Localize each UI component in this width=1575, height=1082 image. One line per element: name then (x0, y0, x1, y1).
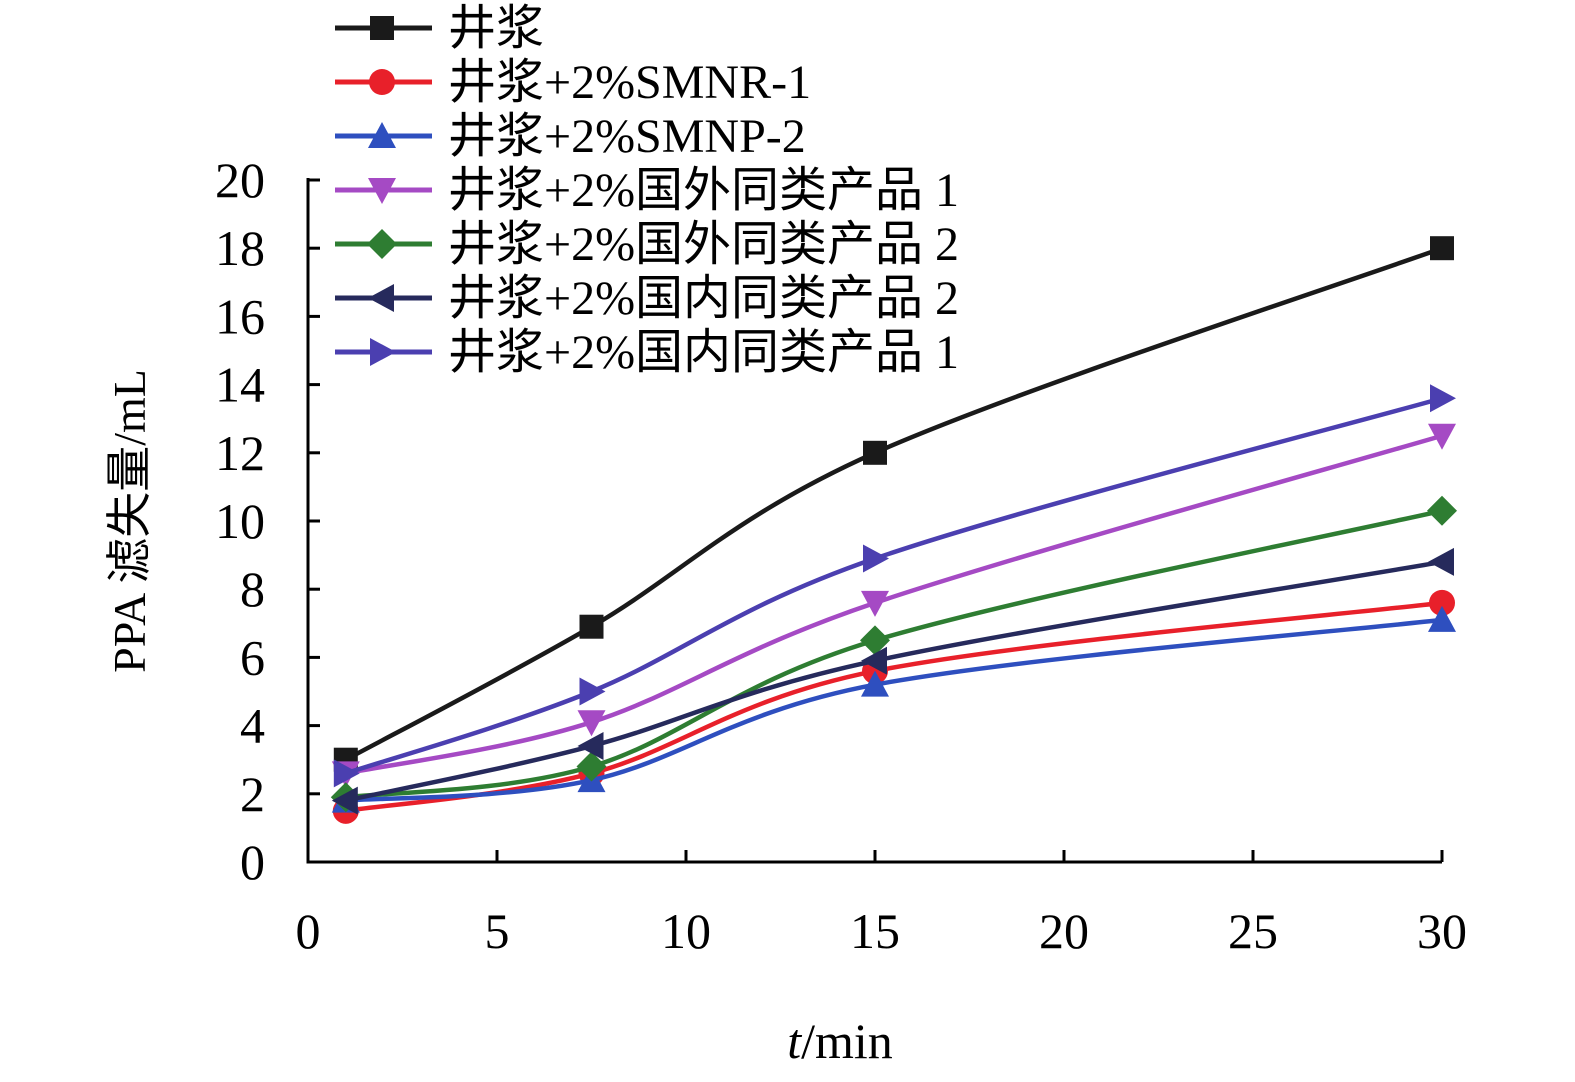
legend-label: 井浆 (448, 2, 544, 55)
data-point (863, 440, 887, 465)
series-line-4 (345, 433, 1443, 776)
legend-marker (367, 229, 397, 259)
data-point (1428, 423, 1456, 450)
data-point (577, 710, 606, 737)
y-tick-label: 20 (215, 152, 265, 208)
y-tick-label: 14 (215, 357, 265, 413)
legend-label: 井浆+2%SMNP-2 (448, 110, 806, 163)
data-point (861, 670, 889, 697)
data-point (1428, 605, 1456, 632)
series-line-5 (345, 508, 1443, 800)
data-point (863, 544, 889, 573)
series-7 (333, 384, 1456, 788)
x-tick-label: 15 (850, 903, 900, 959)
x-axis-label: t/min (787, 1013, 893, 1069)
data-point (579, 614, 604, 639)
legend-marker (368, 284, 394, 312)
data-point (861, 590, 889, 617)
x-axis-ticks: 0 5 10 15 20 25 30 (296, 850, 1467, 959)
x-tick-label: 30 (1417, 903, 1467, 959)
x-tick-label: 25 (1228, 903, 1278, 959)
legend-label: 井浆+2%国外同类产品 1 (448, 164, 959, 217)
legend-marker (368, 178, 396, 204)
x-tick-label: 10 (661, 903, 711, 959)
data-point (1427, 495, 1457, 526)
legend-marker (369, 69, 395, 95)
data-point (576, 751, 607, 782)
y-tick-label: 18 (215, 220, 265, 276)
legend-item: 井浆+2%国内同类产品 1 (335, 326, 959, 379)
x-axis-label-italic: t (787, 1013, 802, 1069)
legend-item: 井浆 (335, 2, 544, 55)
series-line-1 (344, 246, 1443, 762)
data-point (1428, 547, 1454, 576)
legend-marker (368, 122, 396, 148)
data-point (579, 677, 606, 706)
data-point (860, 625, 890, 656)
y-tick-label: 16 (215, 288, 265, 344)
legend-label: 井浆+2%国内同类产品 1 (448, 326, 959, 379)
legend-item: 井浆+2%SMNR-1 (335, 56, 811, 109)
data-point (333, 759, 360, 788)
series-5 (330, 495, 1457, 813)
legend-item: 井浆+2%国内同类产品 2 (335, 272, 959, 325)
legend-marker (370, 338, 396, 366)
series-line-6 (345, 559, 1443, 803)
legend-item: 井浆+2%SMNP-2 (335, 110, 806, 163)
legend-marker (370, 16, 394, 40)
series-lines (330, 236, 1457, 824)
plot-area: 0 5 10 15 20 25 30 0 2 4 6 8 10 12 14 16 18 20 (215, 152, 1467, 959)
legend-item: 井浆+2%国外同类产品 1 (335, 164, 959, 217)
y-tick-label: 8 (240, 561, 265, 617)
y-axis-ticks: 0 2 4 6 8 10 12 14 16 18 20 (215, 152, 320, 890)
y-tick-label: 6 (240, 629, 265, 685)
x-tick-label: 20 (1039, 903, 1089, 959)
y-tick-label: 4 (240, 698, 265, 754)
x-tick-label: 0 (296, 903, 321, 959)
y-tick-label: 2 (240, 766, 265, 822)
data-point (331, 786, 358, 815)
y-tick-label: 10 (215, 493, 265, 549)
legend-label: 井浆+2%SMNR-1 (448, 56, 811, 109)
x-axis-label-unit: /min (801, 1013, 893, 1069)
series-4 (331, 423, 1456, 788)
data-point (1430, 236, 1454, 261)
series-6 (331, 547, 1454, 815)
x-tick-label: 5 (485, 903, 510, 959)
series-line-7 (345, 396, 1443, 776)
series-line-3 (345, 617, 1443, 803)
legend-item: 井浆+2%国外同类产品 2 (335, 218, 959, 271)
data-point (577, 732, 604, 761)
legend-label: 井浆+2%国外同类产品 2 (448, 218, 959, 271)
series-2 (332, 589, 1455, 824)
y-axis-label: PPA 滤失量/mL (104, 369, 155, 673)
y-tick-label: 0 (240, 834, 265, 890)
y-tick-label: 12 (215, 425, 265, 481)
data-point (861, 646, 887, 675)
data-point (1429, 589, 1455, 616)
legend-label: 井浆+2%国内同类产品 2 (448, 272, 959, 325)
data-point (1430, 384, 1456, 413)
